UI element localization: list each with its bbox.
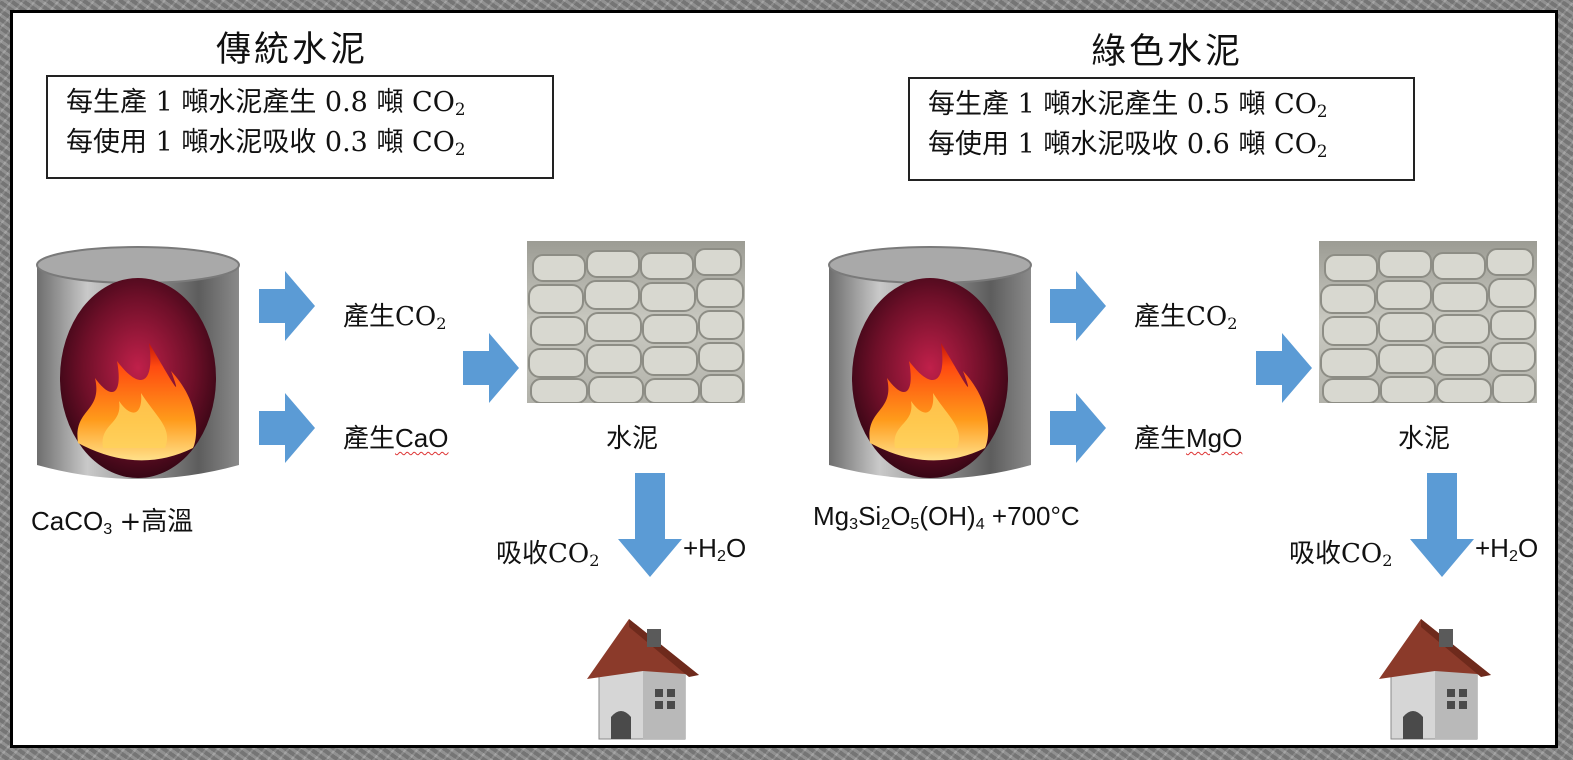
arrow-right-icon (1050, 271, 1106, 341)
furnace-icon (36, 246, 240, 479)
produce-co2-label: 產生CO2 (1134, 302, 1238, 334)
plus-water-label: +H2O (683, 533, 747, 566)
cement-label: 水泥 (1398, 424, 1451, 454)
absorb-co2-label: 吸收CO2 (496, 539, 600, 571)
green-info-box: 每生產 1 噸水泥產生 0.5 噸 CO2 每使用 1 噸水泥吸收 0.6 噸 … (908, 77, 1415, 181)
furnace-icon (828, 246, 1032, 479)
produce-mgo-label: 產生MgO (1134, 423, 1243, 454)
cement-bags-photo (1319, 241, 1537, 403)
cement-label: 水泥 (606, 424, 659, 454)
arrow-right-icon (463, 333, 519, 403)
arrow-right-icon (1256, 333, 1312, 403)
arrow-right-icon (1050, 393, 1106, 463)
green-cement-title: 綠色水泥 (1091, 32, 1244, 72)
arrow-right-icon (259, 393, 315, 463)
traditional-info-box: 每生產 1 噸水泥產生 0.8 噸 CO2 每使用 1 噸水泥吸收 0.3 噸 … (46, 75, 554, 179)
arrow-right-icon (259, 271, 315, 341)
green-production-line: 每生產 1 噸水泥產生 0.5 噸 CO2 (928, 89, 1328, 122)
produce-cao-label: 產生CaO (343, 423, 449, 454)
traditional-cement-title: 傳統水泥 (216, 30, 369, 70)
arrow-down-icon (618, 473, 682, 577)
plus-water-label: +H2O (1475, 533, 1539, 566)
house-icon (1379, 619, 1491, 740)
green-usage-line: 每使用 1 噸水泥吸收 0.6 噸 CO2 (928, 129, 1328, 162)
green-reactant-label: Mg3Si2O5(OH)4 +700°C (813, 501, 1080, 534)
traditional-reactant-label: CaCO3 +高溫 (31, 506, 194, 539)
house-icon (587, 619, 699, 740)
cement-bags-photo (527, 241, 745, 403)
traditional-usage-line: 每使用 1 噸水泥吸收 0.3 噸 CO2 (66, 127, 466, 160)
traditional-production-line: 每生產 1 噸水泥產生 0.8 噸 CO2 (66, 87, 466, 120)
arrow-down-icon (1410, 473, 1474, 577)
diagram-frame: 傳統水泥 每生產 1 噸水泥產生 0.8 噸 CO2 每使用 1 噸水泥吸收 0… (10, 10, 1558, 748)
produce-co2-label: 產生CO2 (343, 302, 447, 334)
absorb-co2-label: 吸收CO2 (1289, 539, 1393, 571)
